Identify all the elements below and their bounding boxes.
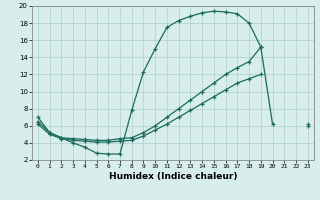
X-axis label: Humidex (Indice chaleur): Humidex (Indice chaleur) (108, 172, 237, 181)
